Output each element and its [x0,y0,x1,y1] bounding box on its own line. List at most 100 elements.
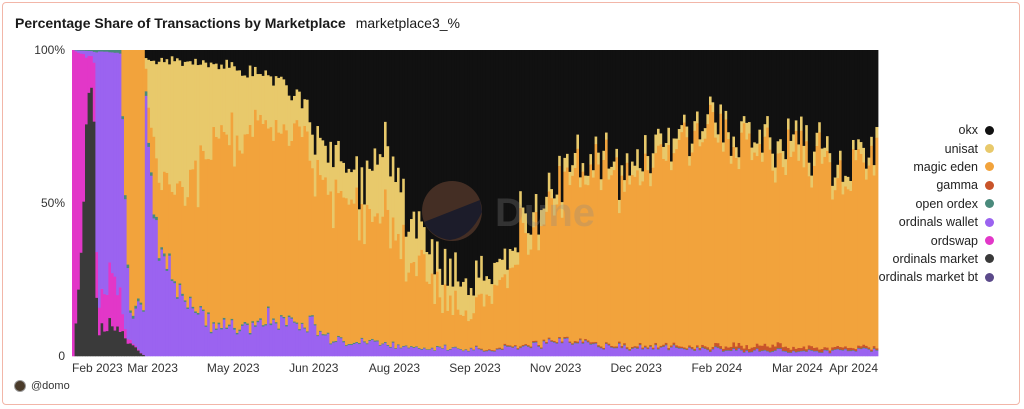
bar-segment-ordinals-wallet [768,352,772,357]
bar-segment-magic-eden [618,212,621,342]
bar-segment-open-ordex [839,349,842,351]
bar-segment-magic-eden [407,272,411,348]
bar-segment-gamma [633,345,637,348]
bar-segment-magic-eden [615,156,619,347]
bar-segment-gamma [698,347,702,350]
bar-segment-open-ordex [199,305,203,308]
bar-segment-open-ordex [610,346,614,348]
bar-segment-gamma [831,347,835,351]
bar-segment-magic-eden [862,162,866,345]
x-tick-label: Dec 2023 [611,361,663,375]
bar-segment-open-ordex [368,339,372,342]
bar-segment-gamma [787,347,790,353]
legend-item-open-ordex[interactable]: open ordex [824,195,994,213]
bar-segment-ordinals-wallet [607,345,611,357]
bar-segment-open-ordex [116,50,120,53]
bar-segment-magic-eden [644,153,647,346]
bar-segment-unisat [514,247,517,265]
bar-segment-okx [716,50,720,135]
bar-segment-ordinals-wallet [139,304,143,353]
bar-segment-open-ordex [675,346,679,348]
x-tick-label: Feb 2023 [72,361,123,375]
bar-segment-magic-eden [274,119,278,323]
bar-segment-ordinals-wallet [176,298,179,357]
bar-segment-magic-eden [781,166,785,348]
bar-segment-ordinals-wallet [511,347,515,357]
bar-segment-unisat [805,124,809,142]
bar-segment-unisat [212,63,216,128]
bar-segment-okx [228,50,231,68]
bar-segment-unisat [480,255,484,294]
legend-item-gamma[interactable]: gamma [824,176,994,194]
bar-segment-open-ordex [844,348,848,350]
bar-segment-magic-eden [183,205,187,301]
bar-segment-magic-eden [378,223,382,346]
bar-segment-okx [163,50,166,63]
bar-segment-open-ordex [758,350,762,352]
bar-segment-okx [792,50,796,135]
legend-item-magic-eden[interactable]: magic eden [824,158,994,176]
bar-segment-open-ordex [399,347,403,349]
bar-segment-open-ordex [740,349,744,351]
bar-segment-okx [334,50,338,145]
bar-segment-gamma [480,348,484,350]
bar-segment-ordinals-wallet [685,349,689,357]
bar-segment-magic-eden [594,143,598,343]
bar-segment-ordinals-wallet [402,346,406,357]
bar-segment-open-ordex [542,340,546,342]
bar-segment-ordinals-wallet [337,336,341,357]
bar-segment-unisat [446,285,450,311]
bar-segment-open-ordex [150,172,153,176]
bar-segment-ordinals-wallet [849,350,853,357]
bar-segment-unisat [389,176,393,249]
bar-segment-ordinals-wallet [173,282,177,357]
bar-segment-magic-eden [490,303,494,351]
bar-segment-okx [646,50,650,157]
bar-segment-magic-eden [566,167,569,337]
bar-segment-okx [586,50,590,176]
bar-segment-open-ordex [547,338,551,340]
bar-segment-okx [181,50,185,66]
bar-segment-unisat [472,295,476,314]
bar-segment-okx [657,50,660,129]
bar-segment-unisat [690,143,694,153]
bar-segment-ordinals-wallet [797,351,801,357]
bar-segment-ordinals-wallet [103,51,107,295]
bar-segment-gamma [735,346,738,351]
bar-segment-magic-eden [163,171,166,254]
bar-segment-magic-eden [690,152,694,347]
bar-segment-unisat [415,238,419,277]
bar-segment-unisat [196,64,200,208]
bar-segment-unisat [300,107,304,138]
bar-segment-ordinals-wallet [690,349,694,357]
bar-segment-magic-eden [540,225,543,348]
bar-segment-okx [259,50,263,75]
legend-item-ordinals-wallet[interactable]: ordinals wallet [824,213,994,231]
legend-item-okx[interactable]: okx [824,121,994,139]
legend-item-unisat[interactable]: unisat [824,139,994,157]
legend-item-ordinals-market-bt[interactable]: ordinals market bt [824,268,994,286]
bar-segment-open-ordex [446,349,450,351]
bar-segment-open-ordex [339,336,343,339]
bar-segment-ordinals-wallet [277,329,281,357]
bar-segment-magic-eden [763,136,767,344]
bar-segment-gamma [852,347,855,351]
bar-segment-open-ordex [703,348,707,350]
bar-segment-ordinals-wallet [865,348,868,357]
bar-segment-magic-eden [722,151,725,349]
bar-segment-magic-eden [399,258,403,348]
bar-segment-gamma [711,346,715,350]
bar-segment-open-ordex [501,349,504,350]
bar-segment-unisat [207,66,211,159]
bar-segment-magic-eden [849,190,853,348]
bar-segment-open-ordex [407,347,411,349]
bar-segment-unisat [540,209,543,227]
bar-segment-unisat [766,115,770,128]
bar-segment-ordinals-wallet [417,348,421,357]
bar-segment-magic-eden [124,50,127,196]
legend-swatch [985,144,994,154]
bar-segment-ordinals-wallet [267,307,270,357]
legend-item-ordinals-market[interactable]: ordinals market [824,250,994,268]
legend-item-ordswap[interactable]: ordswap [824,231,994,249]
chart-header: Percentage Share of Transactions by Mark… [15,15,460,31]
